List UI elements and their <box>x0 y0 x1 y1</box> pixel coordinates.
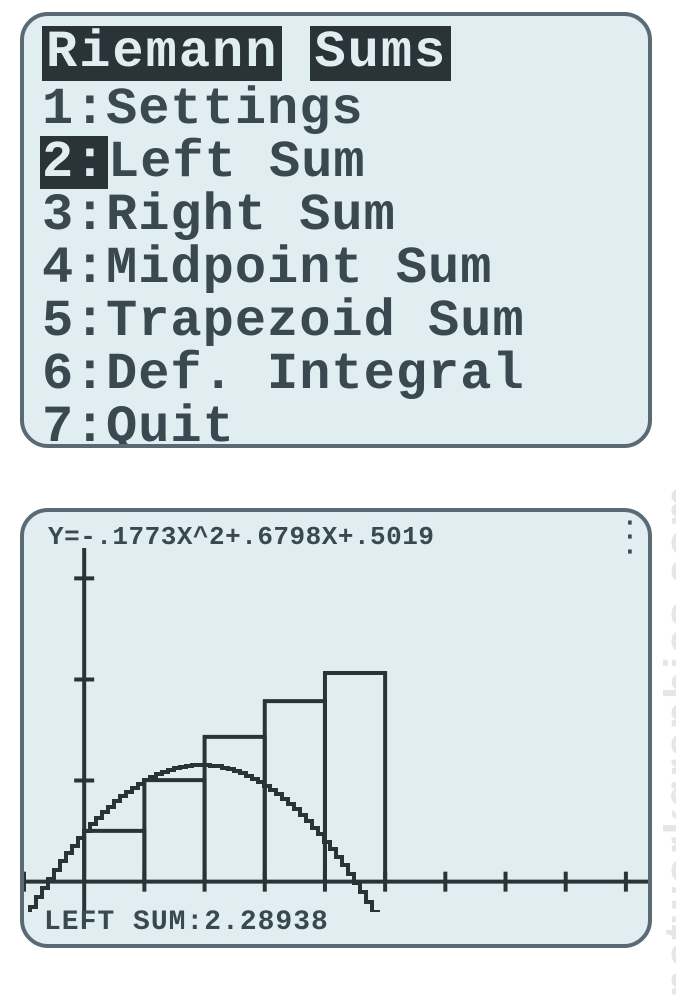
menu-item-label: Def. Integral <box>106 348 525 401</box>
menu-item-number: 6: <box>42 348 106 401</box>
menu-item-label: Midpoint Sum <box>106 242 492 295</box>
menu-item-number: 3: <box>42 189 106 242</box>
menu-title: Riemann Sums <box>42 26 630 81</box>
menu-title-word-2: Sums <box>310 26 451 81</box>
graph-screen: Y=-.1773X^2+.6798X+.5019 ‧‧‧ LEFT SUM:2.… <box>20 508 652 948</box>
menu-item-label: Right Sum <box>106 189 396 242</box>
graph-result: LEFT SUM:2.28938 <box>44 907 329 938</box>
menu-item-4[interactable]: 4:Midpoint Sum <box>42 242 630 295</box>
menu-item-label: Quit <box>106 401 235 448</box>
menu-list: 1:Settings2:Left Sum3:Right Sum4:Midpoin… <box>42 83 630 448</box>
menu-item-5[interactable]: 5:Trapezoid Sum <box>42 295 630 348</box>
menu-item-label: Left Sum <box>108 136 366 189</box>
menu-item-number: 2: <box>40 136 108 189</box>
menu-title-word-1: Riemann <box>42 26 282 81</box>
watermark: networkgraphics.com <box>653 484 676 997</box>
menu-item-3[interactable]: 3:Right Sum <box>42 189 630 242</box>
riemann-bar-3 <box>205 737 265 882</box>
menu-item-2[interactable]: 2:Left Sum <box>42 136 630 189</box>
menu-screen: Riemann Sums 1:Settings2:Left Sum3:Right… <box>20 12 652 448</box>
menu-item-label: Settings <box>106 83 364 136</box>
riemann-bar-1 <box>84 831 144 882</box>
menu-item-label: Trapezoid Sum <box>106 295 525 348</box>
menu-item-number: 5: <box>42 295 106 348</box>
menu-item-1[interactable]: 1:Settings <box>42 83 630 136</box>
menu-item-7[interactable]: 7:Quit <box>42 401 630 448</box>
menu-item-6[interactable]: 6:Def. Integral <box>42 348 630 401</box>
curve <box>24 765 652 912</box>
menu-item-number: 7: <box>42 401 106 448</box>
menu-item-number: 1: <box>42 83 106 136</box>
riemann-plot <box>24 548 652 912</box>
menu-item-number: 4: <box>42 242 106 295</box>
riemann-bar-2 <box>144 780 204 882</box>
